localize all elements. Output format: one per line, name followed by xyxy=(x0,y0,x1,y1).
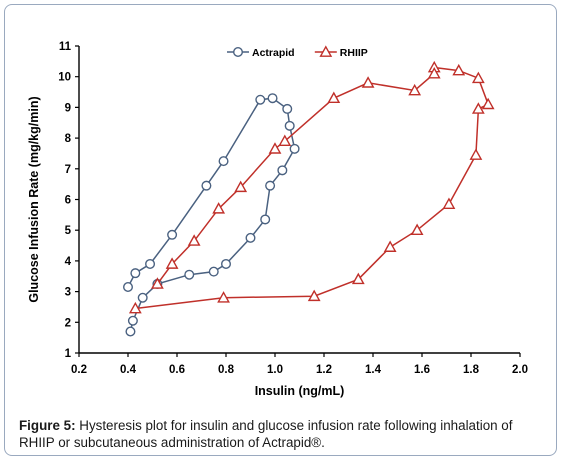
data-point-actrapid xyxy=(277,165,288,176)
hysteresis-chart: 0.2 0.4 0.6 0.8 1.0 1.2 1.4 1.6 1.8 2.0 1 2 3 4 5 6 7 8 9 1… xyxy=(27,41,528,398)
legend-label-actrapid: Actrapid xyxy=(252,47,295,59)
x-tick-label: 0.2 xyxy=(71,364,87,376)
data-point-rhiip xyxy=(469,148,483,160)
x-axis-label: Insulin (ng/mL) xyxy=(255,384,345,398)
x-tick-label: 0.8 xyxy=(218,364,235,376)
data-point-actrapid xyxy=(260,214,271,225)
data-point-actrapid xyxy=(282,103,293,114)
data-point-actrapid xyxy=(289,143,300,154)
legend-marker-actrapid xyxy=(232,47,243,58)
y-tick-label: 2 xyxy=(65,317,71,329)
data-point-rhiip xyxy=(427,66,441,79)
data-point-actrapid xyxy=(267,93,278,104)
y-axis-label: Glucose Infusion Rate (mg/kg/min) xyxy=(27,96,41,302)
x-tick-label: 0.4 xyxy=(120,364,137,376)
y-tick-label: 1 xyxy=(65,348,72,360)
data-point-rhiip xyxy=(165,257,179,269)
data-point-actrapid xyxy=(218,156,229,167)
x-tick-label: 1.6 xyxy=(414,364,430,376)
data-point-actrapid xyxy=(145,258,156,269)
x-tick-label: 2.0 xyxy=(512,364,528,376)
figure-caption: Figure 5: Hysteresis plot for insulin an… xyxy=(19,417,549,451)
data-point-actrapid xyxy=(208,266,219,277)
y-tick-label: 9 xyxy=(65,102,71,114)
x-tick-label: 1.2 xyxy=(316,364,332,376)
data-point-actrapid xyxy=(220,258,231,269)
data-point-rhiip xyxy=(351,272,365,285)
data-point-rhiip xyxy=(217,291,230,303)
data-point-rhiip xyxy=(410,223,424,236)
x-tick-label: 1.4 xyxy=(365,364,382,376)
data-point-rhiip xyxy=(471,102,485,114)
data-point-rhiip xyxy=(307,289,321,302)
data-point-actrapid xyxy=(255,94,266,105)
y-tick-label: 3 xyxy=(65,287,71,299)
data-point-rhiip xyxy=(361,76,375,88)
data-point-actrapid xyxy=(265,180,276,191)
data-point-actrapid xyxy=(167,229,178,240)
x-tick-label: 1.0 xyxy=(267,364,283,376)
data-point-rhiip xyxy=(278,134,292,147)
legend-marker-rhiip xyxy=(319,45,333,57)
y-tick-label: 7 xyxy=(65,164,71,176)
data-point-actrapid xyxy=(122,281,133,292)
x-tick-label: 1.8 xyxy=(463,364,480,376)
data-point-rhiip xyxy=(187,234,201,246)
data-point-actrapid xyxy=(127,315,138,326)
data-point-rhiip xyxy=(234,180,248,193)
y-tick-label: 5 xyxy=(65,225,72,237)
data-point-rhiip xyxy=(452,63,466,76)
data-point-rhiip xyxy=(383,240,397,252)
data-point-rhiip xyxy=(471,71,485,84)
data-point-rhiip xyxy=(212,202,226,214)
data-point-rhiip xyxy=(151,277,164,289)
data-point-actrapid xyxy=(125,326,136,337)
y-tick-label: 8 xyxy=(65,133,72,145)
y-tick-label: 11 xyxy=(59,41,72,53)
data-point-rhiip xyxy=(442,197,456,209)
data-point-actrapid xyxy=(245,232,256,243)
y-tick-label: 10 xyxy=(58,72,71,84)
legend-label-rhiip: RHIIP xyxy=(340,47,368,59)
data-point-actrapid xyxy=(184,269,195,280)
data-point-rhiip xyxy=(268,142,282,154)
data-point-rhiip xyxy=(327,91,341,104)
y-tick-label: 4 xyxy=(65,256,72,268)
data-point-rhiip xyxy=(408,83,422,96)
x-tick-label: 0.6 xyxy=(169,364,185,376)
data-point-actrapid xyxy=(130,268,141,279)
figure-label: Figure 5: xyxy=(19,418,76,433)
figure-caption-text: Hysteresis plot for insulin and glucose … xyxy=(19,418,513,450)
figure-frame: 0.2 0.4 0.6 0.8 1.0 1.2 1.4 1.6 1.8 2.0 1 2 3 4 5 6 7 8 9 1… xyxy=(4,4,557,456)
data-point-rhiip xyxy=(128,301,142,314)
data-point-actrapid xyxy=(284,120,295,131)
y-tick-label: 6 xyxy=(65,195,71,207)
data-point-actrapid xyxy=(201,180,212,191)
data-point-actrapid xyxy=(137,292,148,303)
data-point-rhiip xyxy=(481,97,495,110)
series-line-actrapid xyxy=(127,97,296,332)
